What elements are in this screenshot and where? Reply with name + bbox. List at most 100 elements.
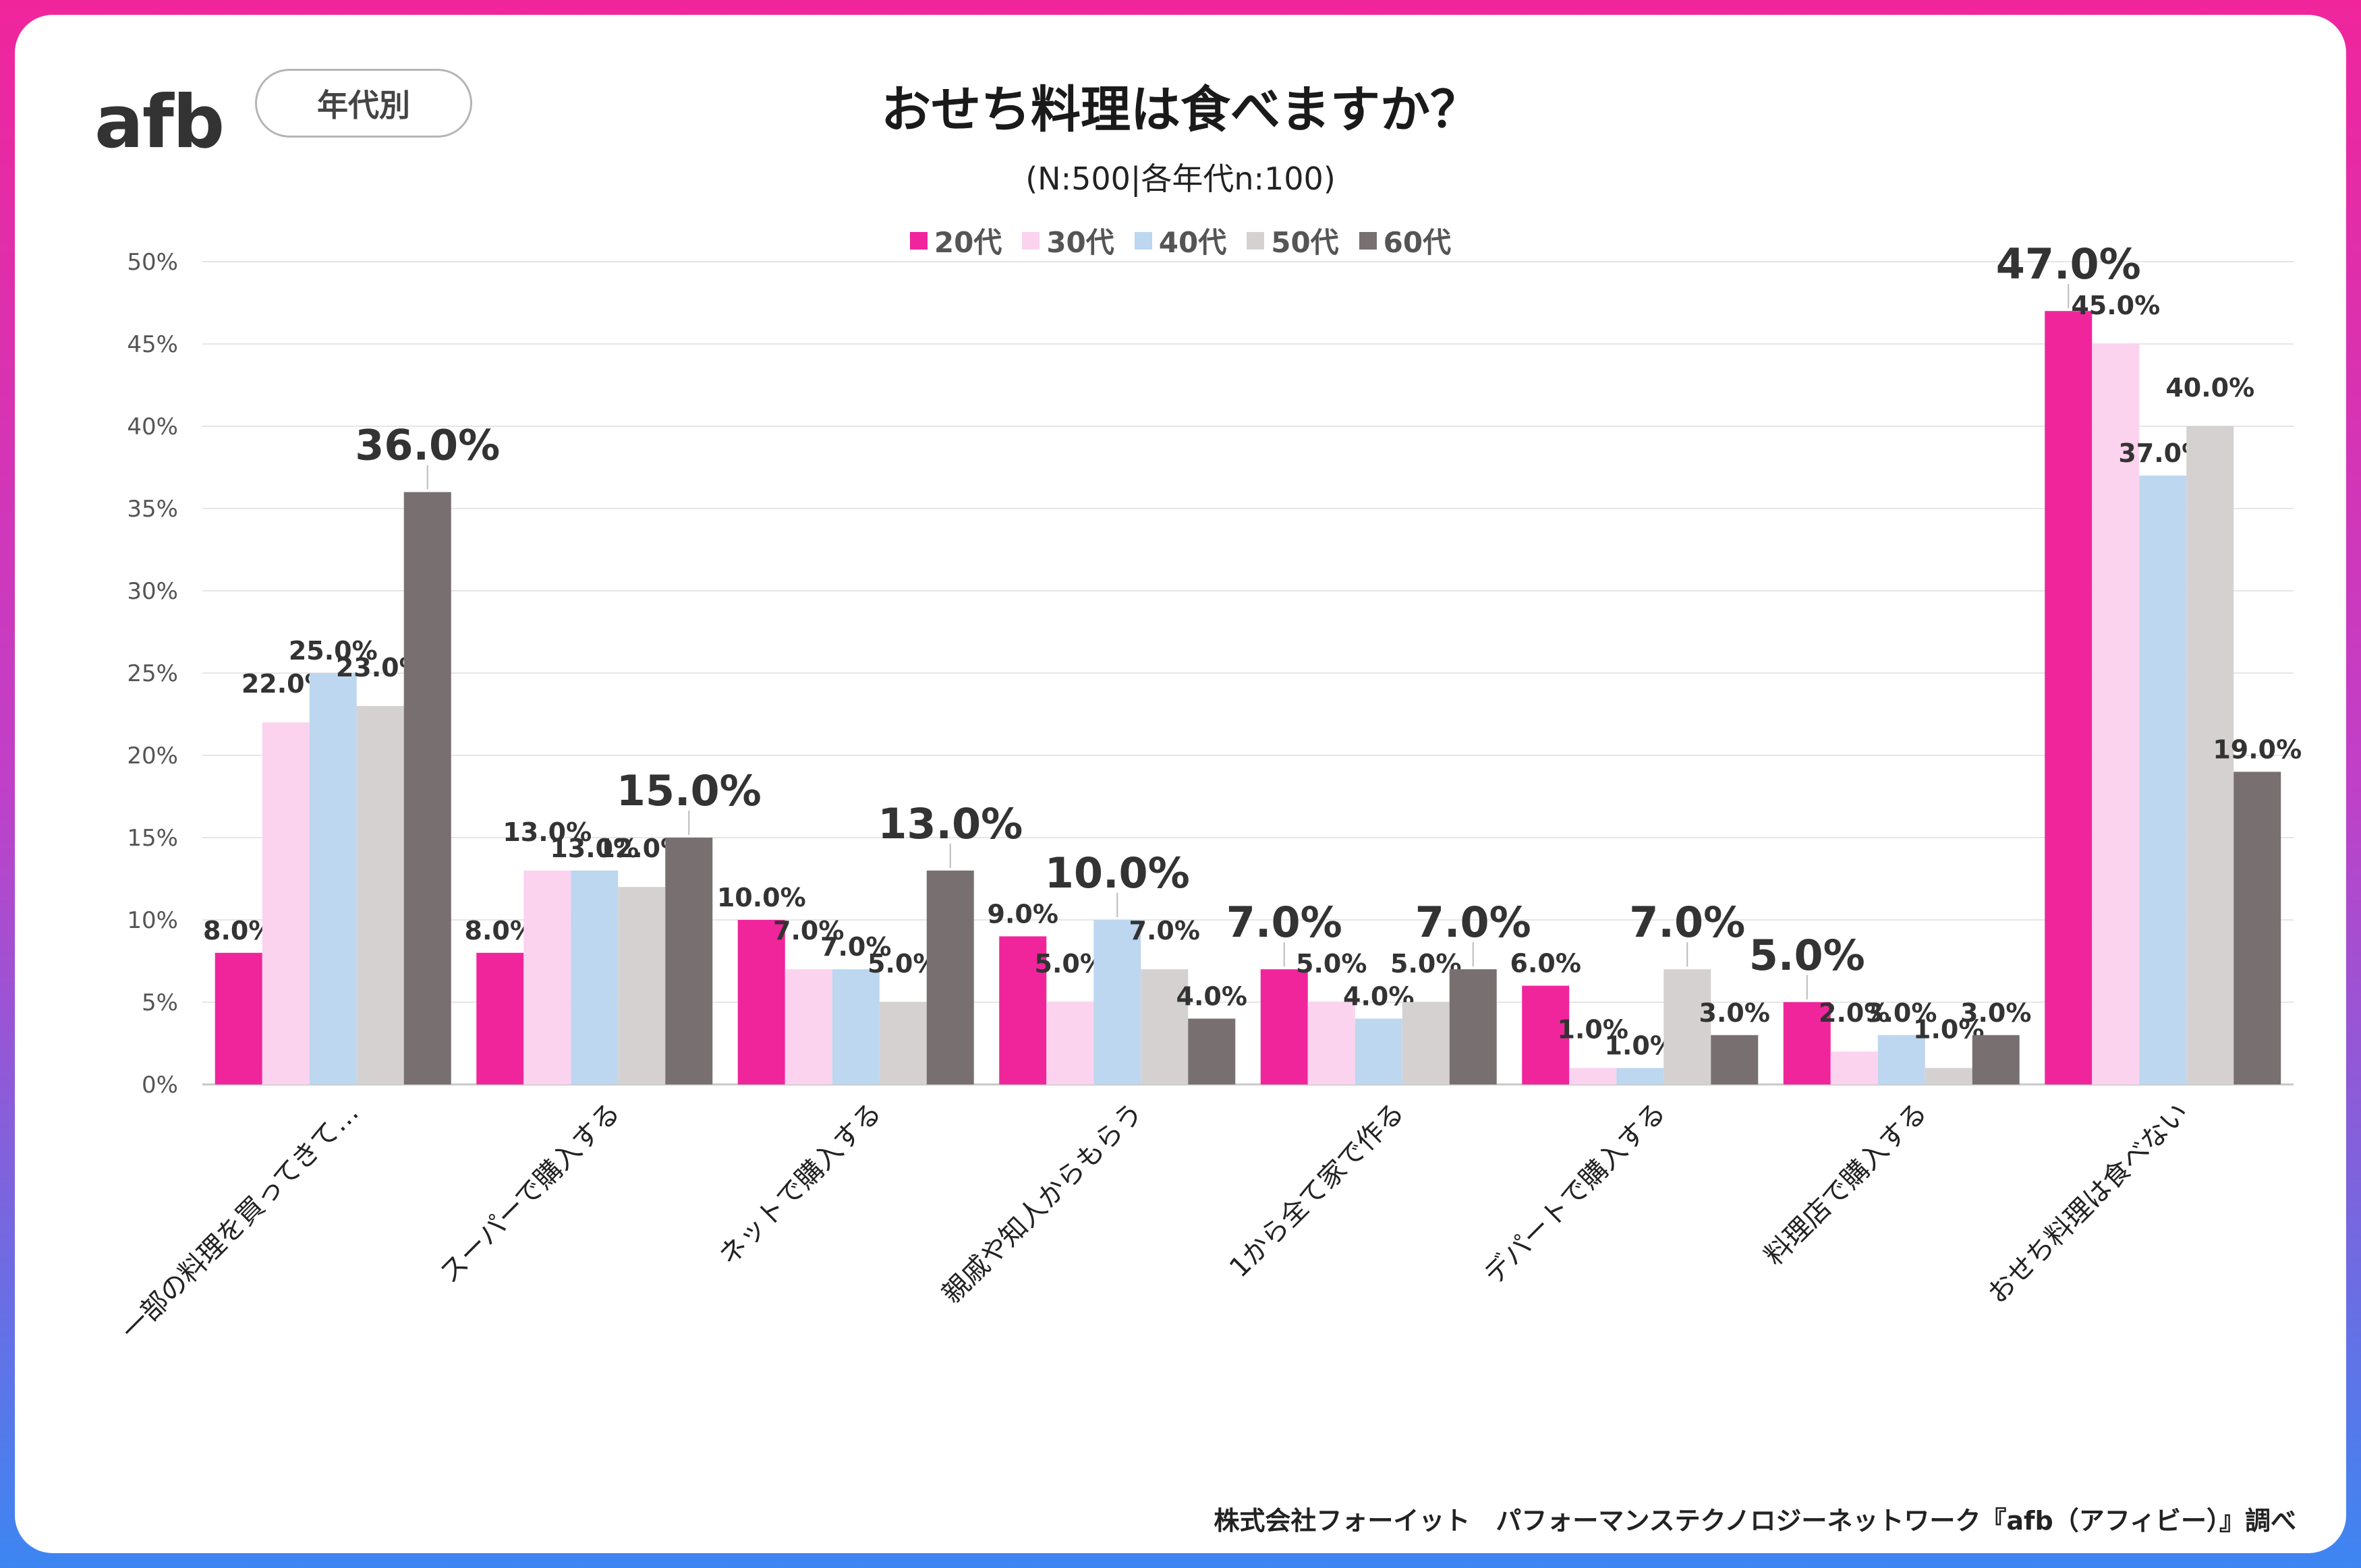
data-label: 2.0% (1819, 998, 1889, 1028)
tag-label: 年代別 (317, 87, 410, 123)
category-label: デパートで購入する (1478, 1097, 1672, 1291)
y-tick-label: 5% (142, 989, 178, 1016)
y-tick-label: 35% (127, 496, 178, 523)
y-tick-label: 45% (127, 331, 178, 358)
legend-label: 40代 (1158, 226, 1227, 259)
y-tick-label: 0% (142, 1072, 178, 1099)
bar-30代 (2092, 344, 2140, 1084)
y-tick-label: 25% (127, 660, 178, 687)
data-label: 7.0% (1226, 898, 1342, 947)
data-label: 47.0% (1996, 239, 2141, 289)
legend-item-3: 50代 (1247, 220, 1339, 261)
bar-30代 (523, 870, 571, 1084)
category-label: ネットで購入する (713, 1097, 888, 1272)
legend-swatch (1022, 231, 1040, 250)
bar-40代 (571, 870, 619, 1084)
chart-title: おせち料理は食べますか？ (881, 81, 1480, 139)
bar-40代 (832, 969, 880, 1084)
data-label: 4.0% (1176, 981, 1247, 1011)
data-label: 13.0% (550, 834, 639, 863)
bar-30代 (1569, 1068, 1617, 1084)
category-label: 一部の料理を買ってきて… (115, 1097, 365, 1347)
data-label: 7.0% (820, 932, 891, 962)
bar-50代 (618, 887, 666, 1084)
bar-50代 (1141, 969, 1189, 1084)
category-label: 料理店で購入する (1759, 1097, 1933, 1272)
age-group-tag: 年代別 (255, 69, 472, 138)
y-tick-label: 50% (127, 249, 178, 276)
bar-40代 (2139, 475, 2187, 1084)
y-tick-label: 30% (127, 578, 178, 605)
bar-20代 (2045, 311, 2093, 1085)
bar-40代 (1355, 1018, 1402, 1084)
data-label: 9.0% (988, 899, 1058, 929)
data-label: 13.0% (503, 817, 592, 847)
data-label: 36.0% (355, 421, 500, 470)
legend-item-0: 20代 (909, 220, 1002, 261)
data-label: 19.0% (2213, 734, 2302, 764)
bar-60代 (2234, 772, 2281, 1084)
bar-60代 (1972, 1035, 2020, 1084)
chart-subtitle: (N:500|各年代n:100) (1025, 161, 1336, 197)
bar-20代 (737, 920, 785, 1084)
legend-swatch (909, 231, 928, 250)
source-credit: 株式会社フォーイット パフォーマンステクノロジーネットワーク『afb（アフィビー… (1214, 1506, 2296, 1536)
legend-swatch (1134, 231, 1152, 250)
data-label: 7.0% (1629, 898, 1745, 947)
bar-20代 (999, 936, 1047, 1084)
bar-60代 (665, 838, 713, 1084)
data-label: 3.0% (1960, 998, 2031, 1028)
data-label: 15.0% (617, 766, 762, 815)
bar-50代 (1925, 1068, 1972, 1084)
bar-30代 (785, 969, 832, 1084)
y-tick-label: 10% (127, 907, 178, 934)
data-label: 1.0% (1558, 1015, 1628, 1045)
category-label: おせち料理は食べない (1982, 1097, 2194, 1310)
data-label: 10.0% (717, 883, 806, 912)
legend-item-2: 40代 (1134, 220, 1227, 261)
bar-60代 (1711, 1035, 1759, 1084)
legend-swatch (1359, 231, 1377, 250)
y-tick-label: 15% (127, 825, 178, 852)
category-label: 親戚や知人からもらう (936, 1097, 1149, 1310)
bar-50代 (356, 705, 404, 1084)
bar-20代 (1783, 1002, 1831, 1084)
category-label: 1から全て家で作る (1224, 1097, 1411, 1284)
legend-swatch (1247, 231, 1265, 250)
data-label: 13.0% (878, 799, 1023, 848)
data-label: 3.0% (1699, 998, 1770, 1028)
category-label: スーパーで購入する (434, 1097, 626, 1289)
bar-20代 (215, 952, 262, 1084)
logo-text: afb (94, 80, 225, 165)
bar-60代 (1188, 1018, 1236, 1084)
legend-item-4: 60代 (1359, 220, 1451, 261)
data-label: 5.0% (1749, 931, 1865, 980)
bar-20代 (476, 952, 524, 1084)
data-label: 7.0% (1415, 898, 1531, 947)
bar-30代 (262, 722, 310, 1084)
bar-40代 (1093, 920, 1141, 1084)
y-tick-label: 20% (127, 743, 178, 770)
bar-50代 (879, 1002, 927, 1084)
bar-60代 (403, 492, 451, 1084)
bar-20代 (1260, 969, 1308, 1084)
data-label: 7.0% (1129, 916, 1200, 946)
data-label: 7.0% (773, 916, 844, 946)
bar-40代 (309, 673, 357, 1084)
bar-30代 (1046, 1002, 1094, 1084)
bar-20代 (1522, 985, 1570, 1084)
data-label: 45.0% (2071, 291, 2160, 320)
bar-50代 (2186, 426, 2234, 1084)
bar-30代 (1830, 1051, 1878, 1084)
afb-logo: afb (94, 86, 225, 159)
data-label: 3.0% (1866, 998, 1937, 1028)
legend-item-1: 30代 (1022, 220, 1114, 261)
data-label: 10.0% (1045, 848, 1190, 898)
bar-30代 (1307, 1002, 1355, 1084)
y-tick-label: 40% (127, 413, 178, 440)
bar-60代 (926, 870, 974, 1084)
data-label: 40.0% (2165, 373, 2254, 403)
data-label: 5.0% (1296, 949, 1367, 979)
legend-label: 60代 (1383, 226, 1452, 259)
